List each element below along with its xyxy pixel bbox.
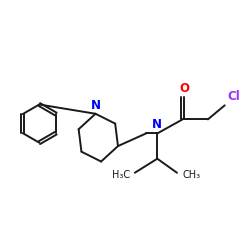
Text: H₃C: H₃C — [112, 170, 130, 180]
Text: N: N — [152, 118, 162, 131]
Text: N: N — [90, 98, 101, 112]
Text: CH₃: CH₃ — [182, 170, 200, 180]
Text: O: O — [179, 82, 189, 95]
Text: Cl: Cl — [228, 90, 240, 103]
